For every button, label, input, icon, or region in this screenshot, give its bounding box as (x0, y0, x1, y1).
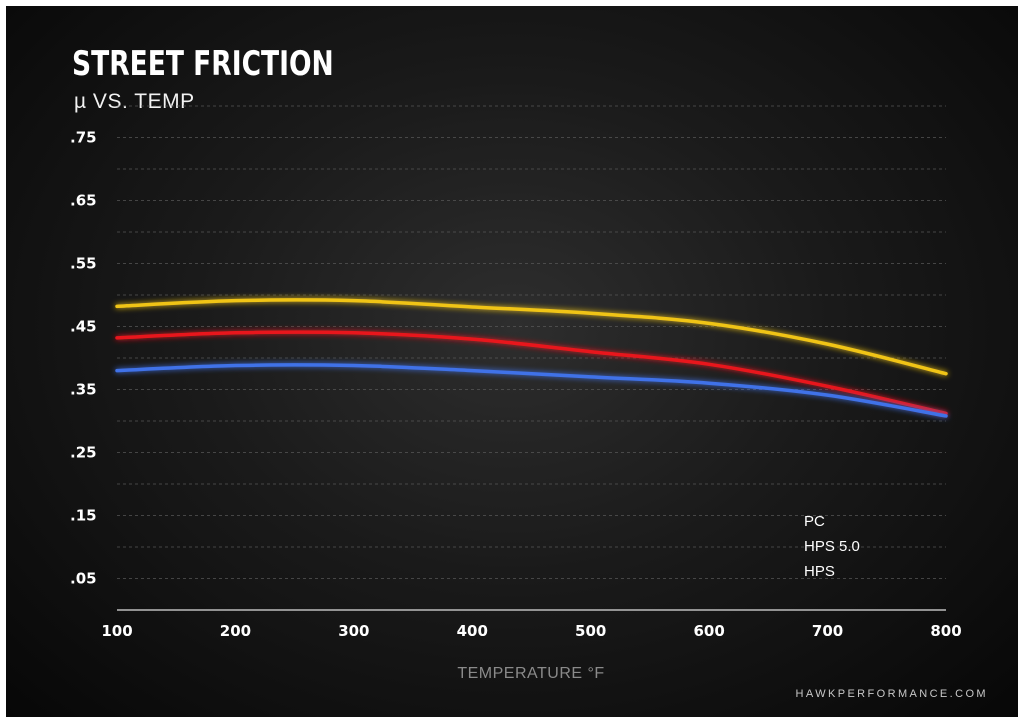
x-axis-title: TEMPERATURE °F (457, 665, 604, 682)
x-tick-label: 100 (101, 622, 132, 640)
y-tick-label: .35 (70, 381, 97, 399)
legend-label-hps: HPS (804, 563, 835, 580)
y-tick-label: .05 (70, 570, 97, 588)
legend-label-pc: PC (804, 513, 825, 530)
series-line-pc (115, 298, 948, 376)
x-tick-label: 700 (812, 622, 843, 640)
series-line-hps-5-0 (115, 330, 948, 416)
legend-label-hps-5-0: HPS 5.0 (804, 538, 860, 555)
x-tick-label: 800 (930, 622, 961, 640)
source-url: HAWKPERFORMANCE.COM (795, 688, 988, 700)
chart-title: STREET FRICTION (72, 44, 334, 84)
x-tick-label: 300 (338, 622, 369, 640)
chart-subtitle: µ VS. TEMP (74, 90, 195, 113)
line-chart: .05 .15 .25 .35 .45 .55 .65 .75 100 200 300 400 500 6… (70, 105, 962, 682)
legend: PC HPS 5.0 HPS (756, 513, 860, 580)
y-tick-label: .25 (70, 444, 97, 462)
y-tick-label: .75 (70, 129, 97, 147)
series-line-hps (115, 363, 948, 418)
x-tick-label: 600 (693, 622, 724, 640)
y-tick-label: .15 (70, 507, 97, 525)
gridlines (117, 105, 946, 579)
y-tick-label: .45 (70, 318, 97, 336)
y-tick-label: .55 (70, 255, 97, 273)
y-tick-label: .65 (70, 192, 97, 210)
x-tick-label: 200 (220, 622, 251, 640)
axes: .05 .15 .25 .35 .45 .55 .65 .75 100 200 300 400 500 6… (70, 129, 962, 641)
x-tick-label: 400 (457, 622, 488, 640)
series-lines (115, 298, 948, 418)
x-tick-label: 500 (575, 622, 606, 640)
chart-frame: STREET FRICTION µ VS. TEMP .05 .15 .25 .35.… (6, 6, 1018, 717)
